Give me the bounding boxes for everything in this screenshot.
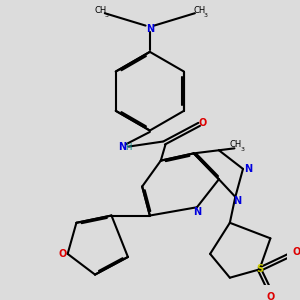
Text: 3: 3 [240,147,244,152]
Text: N: N [118,142,127,152]
Text: 3: 3 [203,13,207,18]
Text: O: O [58,249,67,259]
Text: N: N [146,24,154,34]
Text: N: N [233,196,241,206]
Text: CH: CH [94,6,106,15]
Text: CH: CH [193,6,205,15]
Text: O: O [292,248,300,257]
Text: O: O [199,118,207,128]
Text: CH: CH [230,140,242,149]
Text: H: H [125,142,132,152]
Text: O: O [266,292,274,300]
Text: 3: 3 [105,13,109,18]
Text: N: N [244,164,252,174]
Text: N: N [193,206,201,217]
Text: S: S [256,264,263,274]
